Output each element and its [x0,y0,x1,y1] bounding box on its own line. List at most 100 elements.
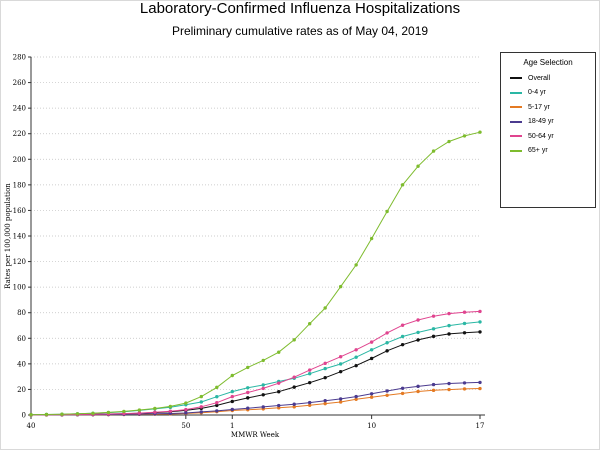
data-point [462,134,467,138]
data-point [215,403,219,408]
data-point [246,406,250,410]
data-point [199,400,204,404]
legend-label: Overall [528,74,551,82]
y-tick-label: 20 [17,386,26,394]
data-point [168,404,173,409]
series-50-64-yr [29,309,482,417]
legend-swatch [510,77,522,80]
data-point [400,386,405,390]
data-point [106,410,111,415]
legend-item[interactable]: 0-4 yr [501,86,595,101]
data-point [199,410,204,414]
x-tick-labels: 40 50 1 10 17 [27,415,484,430]
x-tick-label: 50 [181,422,190,430]
data-point [199,394,204,399]
legend-swatch [510,120,522,123]
data-point [338,284,343,289]
legend: Age Selection Overall 0-4 yr 5-17 yr 18-49 … [500,52,596,208]
legend-item[interactable]: Overall [501,71,595,86]
data-point [338,354,343,359]
legend-item[interactable]: 18-49 yr [501,115,595,130]
data-point [400,391,405,396]
data-point [91,411,95,416]
data-point [385,393,389,398]
data-point [230,394,234,399]
data-point [307,322,312,326]
data-point [75,412,80,416]
data-point [462,381,467,385]
data-point [354,348,358,352]
y-tick-label: 140 [13,233,26,241]
series-line [30,321,481,416]
data-point [447,311,451,316]
series-65-yr [29,130,482,417]
legend-label: 65+ yr [528,147,548,155]
data-point [44,412,49,417]
legend-swatch [510,91,522,94]
data-point [369,392,374,396]
data-point [292,402,296,406]
data-point [184,407,188,412]
data-point [385,209,389,214]
chart-title: Laboratory-Confirmed Influenza Hospitali… [139,0,461,17]
data-point [478,130,482,134]
data-point [447,387,451,392]
data-point [230,373,234,378]
legend-item[interactable]: 5-17 yr [501,100,595,115]
data-point [354,394,358,399]
series-layer [29,130,482,417]
data-point [385,331,389,335]
data-point [261,393,265,397]
data-point [416,389,420,394]
data-point [431,327,436,331]
chart-subtitle: Preliminary cumulative rates as of May 0… [171,24,429,38]
series-line [30,131,481,416]
data-point [277,350,281,354]
series-line [30,331,481,416]
legend-swatch [510,149,522,152]
data-point [369,356,374,361]
y-tick-label: 260 [13,79,26,87]
y-tick-label: 80 [17,309,26,317]
data-point [184,401,188,405]
y-tick-label: 280 [13,54,26,62]
legend-label: 18-49 yr [528,118,554,126]
data-point [478,386,482,391]
data-point [292,385,296,389]
data-point [323,401,327,406]
y-tick-label: 0 [22,412,26,420]
data-point [60,412,64,416]
data-point [431,314,436,318]
data-point [431,334,436,339]
legend-item[interactable]: 65+ yr [501,144,595,159]
data-point [323,361,327,366]
data-point [277,390,281,394]
data-point [261,383,265,387]
series-overall [29,330,482,417]
y-tick-labels: 0 20 40 60 80 100 120 140 160 180 200 220 240 260 280 [13,54,31,420]
data-point [292,338,296,342]
y-tick-label: 120 [13,258,26,266]
data-point [261,405,265,409]
data-point [246,365,250,370]
data-point [323,306,327,310]
data-point [400,183,405,187]
data-point [246,386,250,390]
data-point [416,330,420,335]
data-point [153,406,157,411]
data-point [447,381,451,386]
data-point [230,407,234,412]
data-point [462,331,467,335]
data-point [338,400,343,404]
data-point [277,403,281,408]
data-point [215,395,219,399]
legend-item[interactable]: 50-64 yr [501,129,595,144]
data-point [478,320,482,324]
data-point [369,395,374,399]
data-point [323,366,327,371]
data-point [354,363,358,368]
y-tick-label: 60 [17,335,26,343]
legend-label: 50-64 yr [528,132,554,140]
data-point [385,349,389,353]
